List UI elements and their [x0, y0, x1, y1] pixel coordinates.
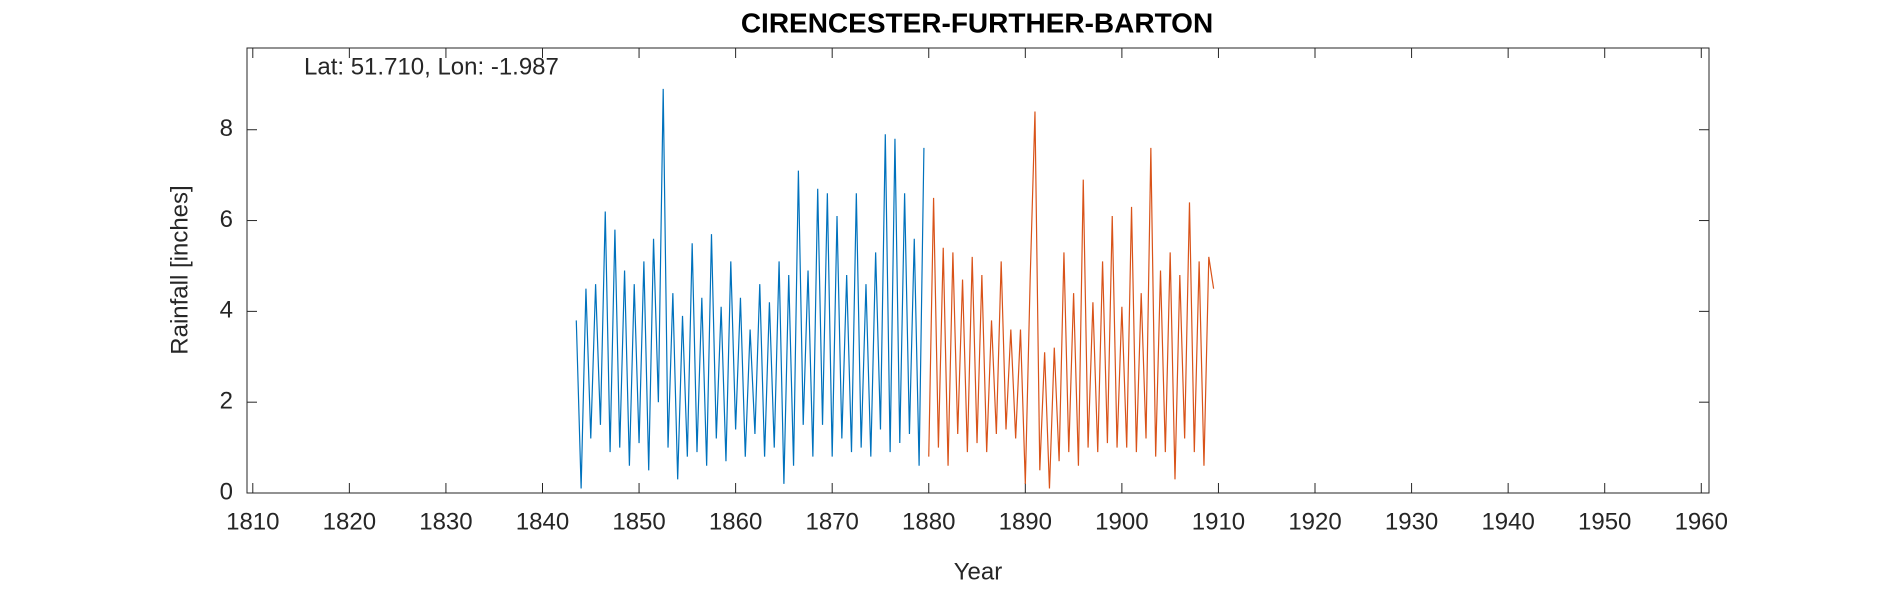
x-tick-label: 1840: [516, 508, 569, 535]
x-tick-label: 1880: [902, 508, 955, 535]
data-line: [928, 111, 1215, 489]
x-axis-label: Year: [954, 558, 1003, 585]
x-tick-label: 1830: [419, 508, 472, 535]
y-tick-label: 2: [220, 388, 233, 415]
y-tick-label: 6: [220, 206, 233, 233]
x-tick-label: 1930: [1385, 508, 1438, 535]
data-line: [575, 88, 925, 489]
x-tick-label: 1900: [1095, 508, 1148, 535]
chart-title: CIRENCESTER-FURTHER-BARTON: [741, 7, 1213, 38]
x-tick-label: 1810: [226, 508, 279, 535]
y-tick-label: 4: [220, 297, 233, 324]
x-tick-label: 1920: [1288, 508, 1341, 535]
plot-frame: [246, 47, 1710, 494]
x-tick-label: 1850: [612, 508, 665, 535]
x-tick-label: 1860: [709, 508, 762, 535]
annotation: Lat: 51.710, Lon: -1.987: [304, 53, 559, 80]
x-tick-label: 1870: [805, 508, 858, 535]
y-axis-label: Rainfall [inches]: [166, 185, 193, 354]
x-tick-label: 1960: [1675, 508, 1728, 535]
y-tick-label: 8: [220, 115, 233, 142]
x-tick-label: 1950: [1578, 508, 1631, 535]
x-tick-label: 1820: [323, 508, 376, 535]
y-tick-label: 0: [220, 478, 233, 505]
x-tick-label: 1890: [999, 508, 1052, 535]
x-tick-label: 1940: [1481, 508, 1534, 535]
x-tick-label: 1910: [1192, 508, 1245, 535]
